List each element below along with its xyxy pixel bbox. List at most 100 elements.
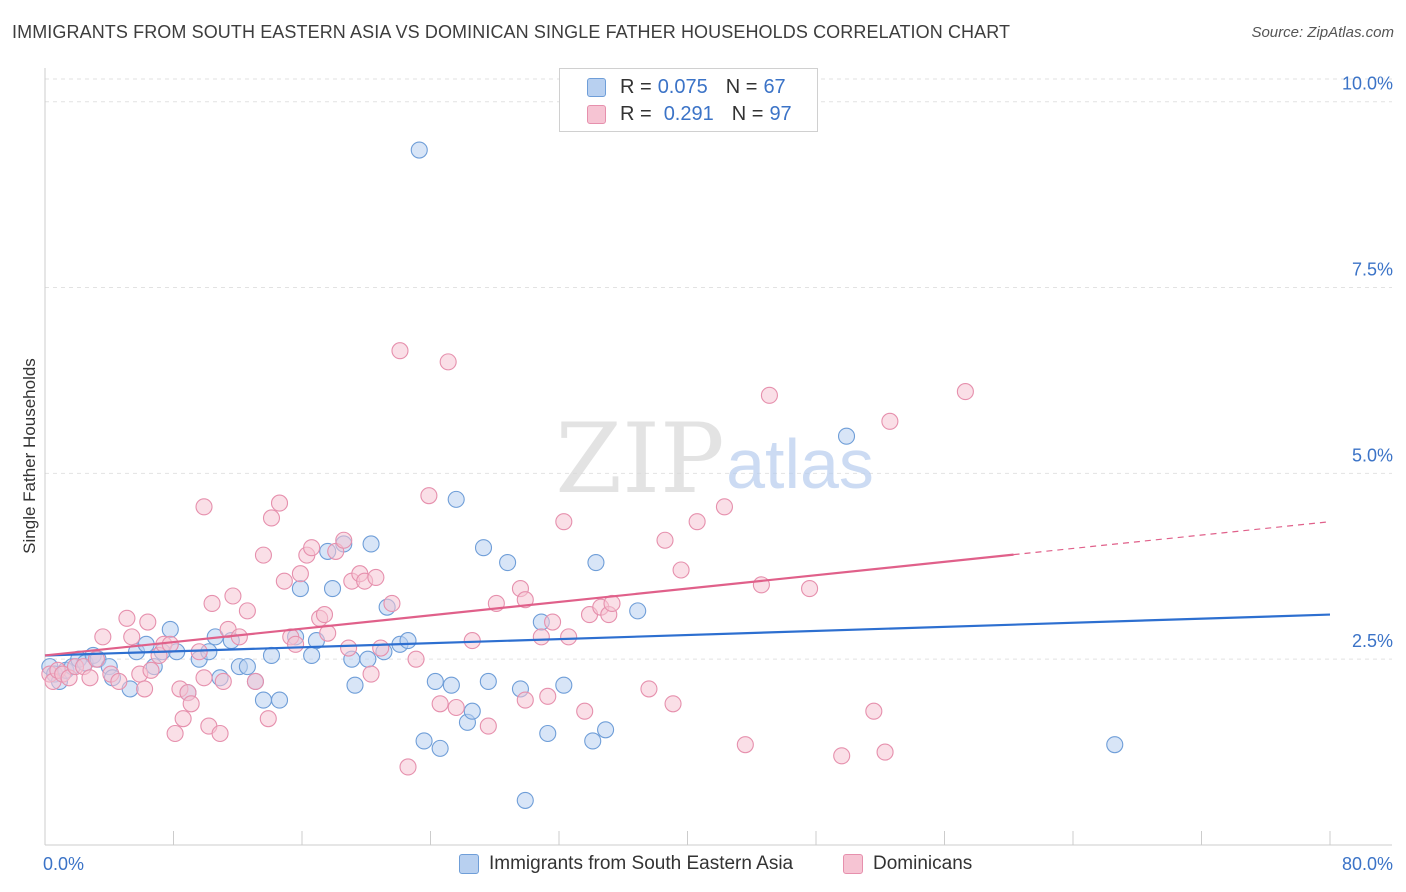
data-point-pink[interactable] [560, 628, 578, 646]
data-point-pink[interactable] [203, 594, 221, 612]
data-point-blue[interactable] [539, 724, 557, 743]
data-point-pink[interactable] [576, 702, 594, 720]
y-axis-label: Single Father Households [20, 358, 39, 554]
data-point-blue[interactable] [254, 691, 273, 709]
data-point-pink[interactable] [656, 531, 674, 549]
data-point-blue[interactable] [291, 580, 309, 598]
data-point-blue[interactable] [262, 646, 281, 665]
data-point-pink[interactable] [195, 498, 213, 516]
data-point-pink[interactable] [544, 613, 562, 631]
data-point-pink[interactable] [262, 509, 281, 527]
data-point-pink[interactable] [211, 724, 229, 743]
data-point-blue[interactable] [323, 580, 342, 598]
data-point-blue[interactable] [303, 646, 321, 665]
data-point-pink[interactable] [391, 342, 409, 360]
data-point-pink[interactable] [736, 736, 754, 754]
data-point-pink[interactable] [865, 702, 883, 720]
data-point-pink[interactable] [688, 513, 706, 531]
data-point-pink[interactable] [833, 747, 851, 765]
data-point-pink[interactable] [139, 613, 157, 631]
data-point-pink[interactable] [383, 594, 401, 612]
data-point-pink[interactable] [431, 695, 449, 713]
data-point-pink[interactable] [881, 412, 899, 430]
data-point-pink[interactable] [123, 628, 141, 646]
data-point-pink[interactable] [254, 546, 273, 564]
data-point-pink[interactable] [81, 669, 99, 687]
data-point-pink[interactable] [161, 635, 179, 653]
data-point-blue[interactable] [555, 676, 573, 694]
data-point-pink[interactable] [956, 383, 974, 401]
data-point-blue[interactable] [238, 658, 256, 676]
data-point-pink[interactable] [224, 587, 242, 605]
data-point-pink[interactable] [110, 672, 128, 691]
data-point-pink[interactable] [142, 661, 160, 679]
legend-item-dominicans[interactable]: Dominicans [843, 851, 972, 877]
data-point-blue[interactable] [426, 672, 444, 691]
data-point-pink[interactable] [516, 691, 534, 709]
data-point-pink[interactable] [479, 717, 497, 735]
data-point-pink[interactable] [340, 639, 358, 657]
data-point-pink[interactable] [876, 743, 894, 761]
data-point-pink[interactable] [174, 710, 192, 728]
data-point-pink[interactable] [118, 609, 136, 627]
data-point-pink[interactable] [672, 561, 690, 579]
data-point-pink[interactable] [270, 494, 289, 512]
data-point-pink[interactable] [195, 669, 213, 687]
data-point-pink[interactable] [182, 695, 200, 713]
data-point-blue[interactable] [837, 427, 856, 445]
data-point-pink[interactable] [447, 698, 465, 717]
data-point-blue[interactable] [270, 691, 289, 709]
data-point-pink[interactable] [539, 687, 557, 705]
data-point-pink[interactable] [214, 672, 232, 691]
data-point-blue[interactable] [1106, 736, 1124, 754]
data-point-blue[interactable] [479, 672, 497, 691]
legend-item-immigrants[interactable]: Immigrants from South Eastern Asia [459, 851, 793, 877]
data-point-pink[interactable] [259, 710, 277, 728]
data-point-pink[interactable] [420, 487, 438, 505]
data-point-pink[interactable] [399, 758, 417, 776]
blue-swatch [587, 77, 606, 97]
data-point-pink[interactable] [287, 635, 305, 653]
data-point-pink[interactable] [640, 680, 658, 698]
data-point-pink[interactable] [801, 580, 819, 598]
data-point-blue[interactable] [597, 721, 615, 739]
data-point-blue[interactable] [415, 732, 433, 750]
data-point-pink[interactable] [166, 724, 184, 743]
data-point-pink[interactable] [238, 602, 256, 620]
data-point-blue[interactable] [161, 620, 179, 639]
data-point-pink[interactable] [760, 386, 778, 404]
data-point-pink[interactable] [439, 353, 457, 371]
data-point-pink[interactable] [407, 650, 425, 668]
data-point-blue[interactable] [516, 791, 534, 809]
data-point-blue[interactable] [474, 539, 493, 557]
data-point-pink[interactable] [303, 539, 321, 557]
data-point-pink[interactable] [715, 498, 733, 516]
data-point-blue[interactable] [346, 676, 364, 694]
data-point-pink[interactable] [664, 695, 682, 713]
data-point-blue[interactable] [431, 739, 449, 757]
data-point-pink[interactable] [362, 665, 380, 683]
data-point-blue[interactable] [447, 490, 465, 508]
data-point-pink[interactable] [372, 639, 390, 657]
data-point-pink[interactable] [516, 591, 534, 609]
data-point-blue[interactable] [463, 702, 481, 720]
data-point-pink[interactable] [275, 572, 293, 590]
data-point-blue[interactable] [442, 676, 460, 694]
data-point-pink[interactable] [532, 628, 550, 646]
data-point-pink[interactable] [555, 513, 573, 531]
data-point-pink[interactable] [367, 568, 385, 586]
data-point-pink[interactable] [291, 565, 309, 583]
data-point-blue[interactable] [359, 650, 377, 668]
data-point-pink[interactable] [335, 531, 353, 549]
data-point-blue[interactable] [584, 732, 602, 750]
data-point-blue[interactable] [399, 632, 417, 650]
data-point-blue[interactable] [410, 141, 428, 159]
data-point-pink[interactable] [94, 628, 112, 646]
data-point-pink[interactable] [315, 606, 334, 624]
data-point-blue[interactable] [499, 554, 517, 572]
data-point-blue[interactable] [629, 602, 647, 620]
data-point-pink[interactable] [246, 672, 264, 691]
data-point-pink[interactable] [136, 680, 154, 698]
data-point-blue[interactable] [587, 554, 605, 572]
data-point-blue[interactable] [362, 535, 380, 553]
